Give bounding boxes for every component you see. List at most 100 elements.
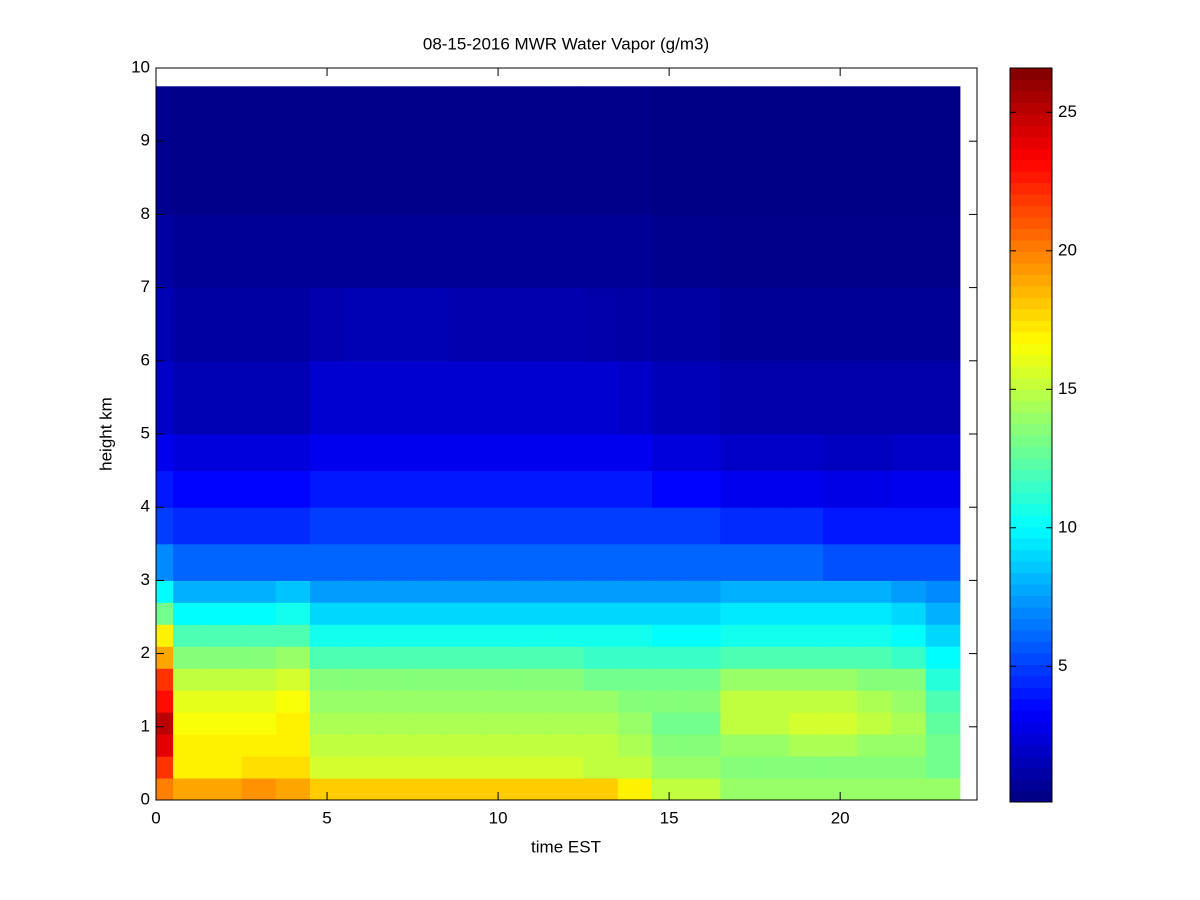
colorbar-swatch	[1010, 217, 1052, 230]
heat-cell	[275, 434, 311, 472]
heat-cell	[156, 86, 174, 215]
heat-cell	[891, 507, 927, 545]
heat-cell	[412, 734, 448, 757]
heat-cell	[857, 360, 892, 435]
heat-cell	[549, 543, 585, 581]
colorbar-swatch	[1010, 159, 1052, 172]
heat-cell	[617, 86, 653, 215]
heat-cell	[480, 434, 516, 472]
heat-cell	[344, 507, 379, 545]
heat-cell	[788, 507, 824, 545]
colorbar-tick-label: 15	[1058, 379, 1077, 398]
heat-cell	[173, 580, 208, 603]
heat-cell	[652, 86, 687, 215]
heat-cell	[309, 360, 345, 435]
colorbar-tick-label: 20	[1058, 240, 1077, 259]
heat-cell	[378, 434, 414, 472]
heat-cell	[891, 543, 927, 581]
heat-cell	[156, 624, 174, 647]
colorbar-swatch	[1010, 125, 1052, 138]
colorbar-swatch	[1010, 423, 1052, 436]
heat-cell	[275, 360, 311, 435]
heat-cell	[857, 214, 892, 289]
heat-cell	[156, 668, 174, 691]
heat-cell	[173, 214, 208, 289]
heat-cell	[891, 86, 927, 215]
heat-cell	[720, 543, 756, 581]
heat-cell	[583, 434, 619, 472]
heat-cell	[156, 580, 174, 603]
heat-cell	[515, 360, 550, 435]
heat-cell	[480, 712, 516, 735]
heat-cell	[823, 690, 858, 713]
heat-cell	[686, 690, 721, 713]
colorbar-swatch	[1010, 664, 1052, 677]
heat-cell	[241, 602, 277, 625]
heat-cell	[823, 624, 858, 647]
y-tick-label: 4	[141, 497, 150, 516]
heat-cell	[309, 507, 345, 545]
colorbar-swatch	[1010, 366, 1052, 379]
heat-cell	[156, 778, 174, 801]
heat-cell	[309, 434, 345, 472]
heat-cell	[754, 668, 790, 691]
heat-cell	[857, 624, 892, 647]
heat-cell	[652, 507, 687, 545]
heat-cell	[686, 668, 721, 691]
heat-cell	[652, 602, 687, 625]
heat-cell	[480, 470, 516, 508]
heat-cell	[515, 86, 550, 215]
heat-cell	[549, 214, 585, 289]
colorbar-swatch	[1010, 79, 1052, 92]
heat-cell	[583, 734, 619, 757]
heat-cell	[173, 778, 208, 801]
heat-cell	[788, 778, 824, 801]
heat-cell	[515, 434, 550, 472]
heat-cell	[480, 734, 516, 757]
heat-cell	[412, 778, 448, 801]
heat-cell	[652, 214, 687, 289]
heat-cell	[446, 734, 482, 757]
heat-cell	[583, 624, 619, 647]
heat-cell	[891, 690, 927, 713]
heat-cell	[378, 668, 414, 691]
heat-cell	[583, 690, 619, 713]
heat-cell	[857, 756, 892, 779]
heat-cell	[549, 434, 585, 472]
heat-cell	[617, 734, 653, 757]
heat-cell	[241, 470, 277, 508]
heat-cell	[788, 360, 824, 435]
heat-cell	[378, 507, 414, 545]
heat-cell	[583, 543, 619, 581]
heat-cell	[788, 712, 824, 735]
colorbar-swatch	[1010, 171, 1052, 184]
heat-cell	[480, 507, 516, 545]
heat-cell	[156, 434, 174, 472]
colorbar-swatch	[1010, 274, 1052, 287]
heat-cell	[173, 507, 208, 545]
colorbar-swatch	[1010, 412, 1052, 425]
heat-cell	[275, 668, 311, 691]
heat-cell	[788, 287, 824, 362]
colorbar-swatch	[1010, 744, 1052, 757]
heat-cell	[344, 778, 379, 801]
heat-cell	[686, 624, 721, 647]
heat-cell	[344, 690, 379, 713]
heat-cell	[412, 287, 448, 362]
colorbar-swatch	[1010, 320, 1052, 333]
heat-cell	[754, 602, 790, 625]
heat-cell	[480, 287, 516, 362]
heat-cell	[480, 778, 516, 801]
heat-cell	[754, 543, 790, 581]
heat-cell	[652, 470, 687, 508]
heat-cell	[686, 360, 721, 435]
colorbar-swatch	[1010, 446, 1052, 459]
heat-cell	[720, 734, 756, 757]
heat-cell	[480, 602, 516, 625]
heat-cell	[823, 580, 858, 603]
x-axis-label: time EST	[531, 837, 601, 856]
heat-cell	[275, 624, 311, 647]
heat-cell	[617, 712, 653, 735]
heat-cell	[156, 543, 174, 581]
heat-cell	[378, 470, 414, 508]
